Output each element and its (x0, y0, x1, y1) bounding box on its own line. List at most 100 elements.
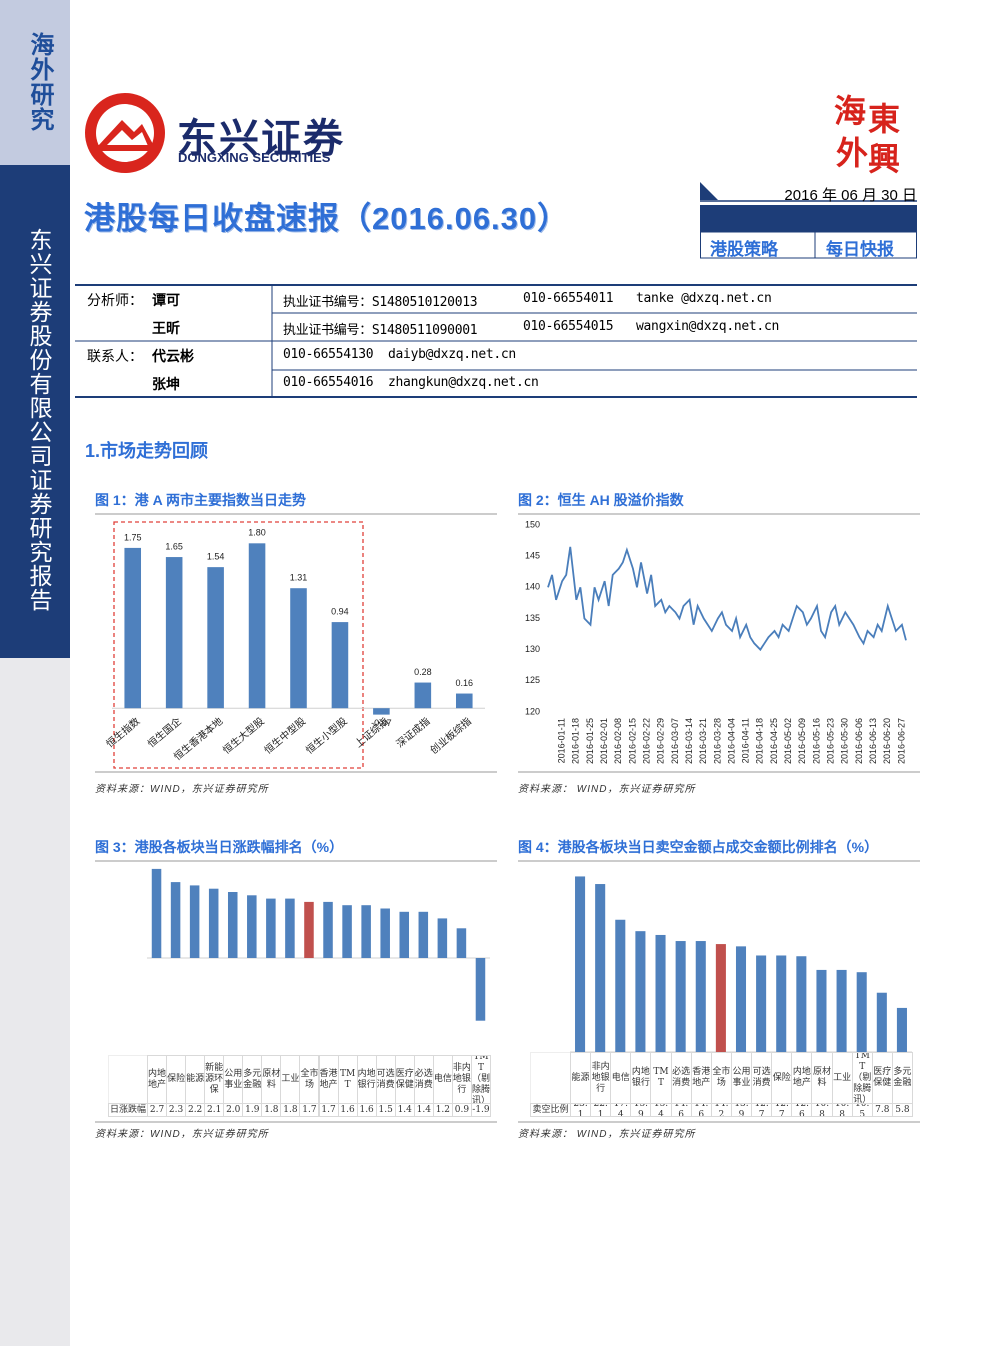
bar (361, 905, 371, 958)
bar (331, 622, 349, 709)
x-tick-label: 2016-06-06 (854, 718, 864, 764)
table-value: 1.2 (432, 1103, 453, 1117)
contact-role: 联系人： (87, 348, 143, 364)
x-tick-label: 恒生国企 (145, 715, 184, 751)
bar (165, 557, 183, 709)
data-label: 0.94 (331, 606, 349, 616)
table-category: TMT（剔除腾讯） (851, 1052, 873, 1104)
table-category: 原材料 (811, 1052, 833, 1104)
x-tick-label: 2016-02-08 (613, 718, 623, 764)
table-category: 香港地产 (690, 1052, 712, 1104)
table-value: 2.7 (147, 1103, 168, 1117)
report-title: 港股每日收盘速报（2016.06.30） (84, 201, 570, 236)
table-category: 医疗保健 (871, 1052, 893, 1104)
bar (475, 958, 486, 1021)
y-tick-label: 130 (525, 644, 540, 654)
chart-caption: 图 4：港股各板块当日卖空金额占成交金额比例排名（%） (518, 839, 879, 855)
report-date: 2016 年 06 月 30 日 (784, 187, 917, 204)
x-tick-label: 2016-06-20 (882, 718, 892, 764)
bar (575, 876, 586, 1052)
bar (189, 885, 200, 958)
x-tick-label: 2016-04-25 (769, 718, 779, 764)
x-tick-label: 2016-03-28 (712, 718, 722, 764)
logo-en: DONGXING SECURITIES (178, 150, 331, 165)
table-value: -1.9 (470, 1103, 491, 1117)
bar (655, 934, 666, 1052)
bar (248, 543, 266, 709)
seal-char: 外 (836, 135, 869, 171)
x-tick-label: 2016-01-18 (571, 718, 581, 764)
contact-info: zhangkun@dxzq.net.cn (388, 375, 539, 390)
bar (715, 944, 726, 1052)
tag: 港股策略 (710, 240, 778, 259)
table-value: 17.4 (610, 1103, 632, 1117)
data-label: -0.07 (371, 718, 392, 728)
table-value: 2.3 (166, 1103, 187, 1117)
table-value: 12.7 (751, 1103, 773, 1117)
table-corner (108, 1055, 148, 1104)
table-category: TMT（剔除腾讯） (470, 1055, 491, 1104)
table-value: 2.1 (204, 1103, 225, 1117)
table-value: 13.9 (730, 1103, 753, 1117)
bar (418, 911, 429, 958)
contact-info: 执业证书编号：S1480511090001 (283, 323, 478, 338)
table-category: 工业 (831, 1052, 853, 1104)
contacts-frame (75, 284, 917, 398)
data-label: 0.16 (456, 678, 474, 688)
x-tick-label: 恒生大型股 (220, 715, 267, 757)
table-value: 12.7 (771, 1103, 793, 1117)
sidebar-band (0, 165, 70, 658)
bar (856, 972, 867, 1052)
table-value: 2.2 (185, 1103, 206, 1117)
sidebar-top-text: 海外研究 (26, 32, 53, 132)
x-tick-label: 2016-04-11 (741, 718, 751, 763)
table-value: 1.5 (375, 1103, 396, 1117)
seal: 海 東 外 興 (832, 84, 902, 177)
logo-name: 东兴证券 (177, 117, 345, 161)
table-value: 1.4 (413, 1103, 434, 1117)
bar (836, 969, 847, 1052)
data-label: 1.31 (290, 573, 308, 583)
bar (756, 955, 767, 1052)
x-tick-label: 2016-06-13 (868, 718, 878, 764)
bar (414, 682, 432, 709)
table-value: 15.4 (650, 1103, 672, 1117)
table-category: 多元金融 (242, 1055, 263, 1104)
y-tick-label: 125 (525, 675, 540, 685)
bar (437, 918, 448, 958)
bar (323, 901, 333, 958)
bar (380, 908, 390, 958)
table-value: 7.8 (871, 1103, 893, 1117)
contact-info: 010-66554130 (283, 347, 374, 362)
bar (124, 547, 142, 709)
contact-info: tanke @dxzq.net.cn (636, 291, 772, 306)
table-category: 可选消费 (375, 1055, 396, 1104)
bar (816, 969, 827, 1052)
table-category: 必选消费 (413, 1055, 434, 1104)
x-tick-label: 2016-05-16 (811, 718, 821, 764)
table-value: 5.8 (891, 1103, 913, 1117)
tag: 每日快报 (826, 240, 894, 259)
x-tick-label: 创业板综指 (427, 715, 474, 757)
x-tick-label: 恒生小型股 (303, 715, 350, 757)
table-category: 电信 (610, 1052, 632, 1104)
sidebar-top (0, 0, 70, 165)
bar (373, 708, 390, 715)
table-value: 1.7 (318, 1103, 339, 1117)
bar (266, 898, 276, 958)
table-category: 电信 (432, 1055, 453, 1104)
section-heading: 1.市场走势回顾 (85, 441, 209, 461)
chart-source: 资料来源： WIND，东兴证券研究所 (518, 1129, 696, 1140)
table-category: 内地银行 (630, 1052, 652, 1104)
x-tick-label: 2016-04-18 (755, 718, 765, 764)
y-tick-label: 145 (525, 551, 540, 561)
highlight-box (113, 521, 364, 769)
table-category: 全市场 (299, 1055, 320, 1104)
bar (304, 901, 314, 958)
bar (151, 868, 162, 958)
table-category: 内地地产 (147, 1055, 168, 1104)
contact-info: 010-66554015 (523, 319, 614, 334)
bar (776, 955, 787, 1052)
x-tick-label: 2016-01-25 (585, 718, 595, 764)
seal-char: 興 (868, 141, 901, 177)
